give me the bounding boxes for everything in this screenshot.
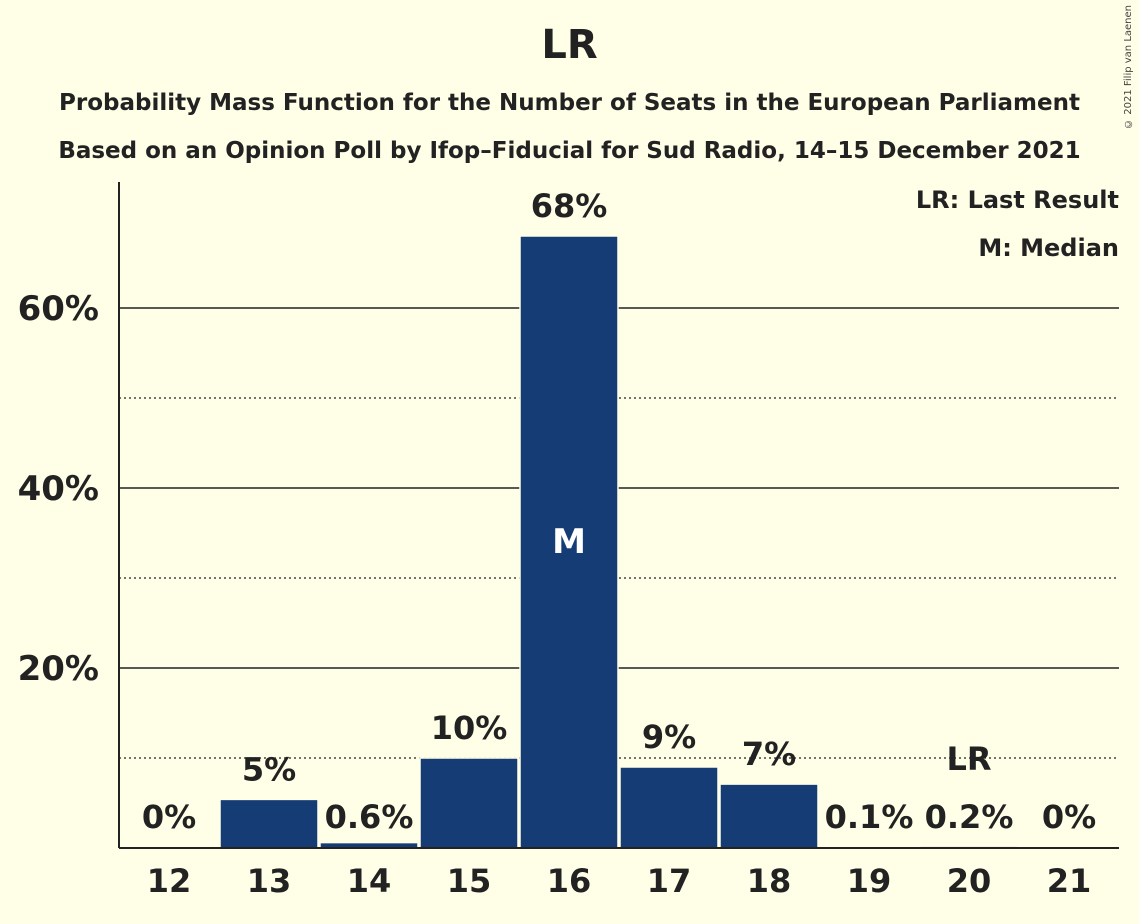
x-tick-label-16: 16 (547, 862, 592, 900)
x-tick-label-17: 17 (647, 862, 692, 900)
data-label-20: 0.2% (925, 798, 1014, 836)
x-tick-label-19: 19 (847, 862, 892, 900)
chart-subtitle-2: Based on an Opinion Poll by Ifop–Fiducia… (58, 138, 1081, 164)
x-tick-label-12: 12 (147, 862, 192, 900)
y-tick-label-60: 60% (18, 289, 99, 329)
data-label-18: 7% (742, 735, 796, 773)
x-tick-label-14: 14 (347, 862, 392, 900)
legend-median: M: Median (978, 234, 1119, 262)
data-label-14: 0.6% (325, 798, 414, 836)
bar-16 (519, 235, 619, 849)
last-result-marker: LR (946, 740, 991, 778)
x-tick-label-20: 20 (947, 862, 992, 900)
x-tick-label-18: 18 (747, 862, 792, 900)
data-label-13: 5% (242, 750, 296, 788)
data-label-17: 9% (642, 718, 696, 756)
y-tick-label-40: 40% (18, 469, 99, 509)
bar-15 (419, 757, 519, 849)
bar-17 (619, 766, 719, 849)
bar-18 (719, 783, 819, 849)
data-label-19: 0.1% (825, 798, 914, 836)
x-tick-label-13: 13 (247, 862, 292, 900)
data-label-15: 10% (431, 709, 508, 747)
bar-13 (219, 798, 319, 849)
data-label-12: 0% (142, 798, 196, 836)
y-tick-label-20: 20% (18, 649, 99, 689)
data-label-16: 68% (531, 187, 608, 225)
legend-last-result: LR: Last Result (915, 186, 1119, 214)
x-tick-label-21: 21 (1047, 862, 1092, 900)
median-marker: M (552, 522, 586, 562)
chart-title: LR (541, 22, 598, 68)
chart-subtitle-1: Probability Mass Function for the Number… (59, 90, 1080, 116)
x-tick-label-15: 15 (447, 862, 492, 900)
data-label-21: 0% (1042, 798, 1096, 836)
